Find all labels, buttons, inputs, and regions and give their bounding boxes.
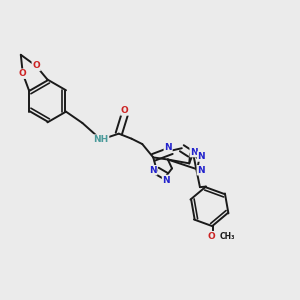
Text: O: O	[121, 106, 129, 115]
Text: O: O	[208, 232, 216, 241]
Text: N: N	[198, 152, 205, 161]
Text: N: N	[164, 143, 172, 152]
Text: N: N	[163, 176, 170, 184]
Text: CH₃: CH₃	[220, 232, 235, 241]
Text: O: O	[32, 61, 40, 70]
Text: N: N	[197, 166, 205, 175]
Text: N: N	[190, 148, 198, 157]
Text: N: N	[149, 166, 157, 175]
Text: NH: NH	[93, 135, 109, 144]
Text: O: O	[19, 69, 27, 78]
